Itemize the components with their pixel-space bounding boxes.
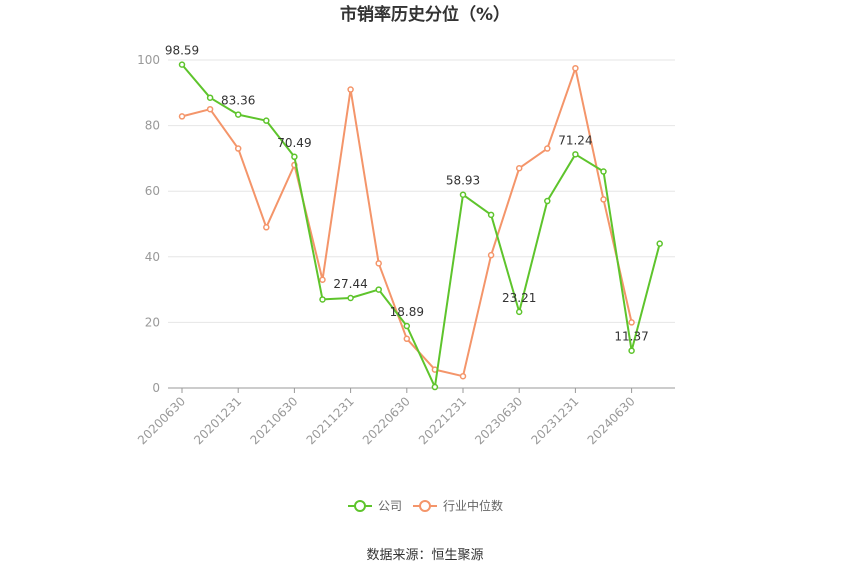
data-point-company[interactable]	[375, 286, 382, 293]
data-point-company[interactable]	[347, 294, 354, 302]
legend-industry-label: 行业中位数	[443, 498, 503, 513]
data-point-industry[interactable]	[487, 251, 495, 259]
legend-item-industry[interactable]: 行业中位数	[413, 498, 503, 513]
data-point-company[interactable]	[515, 308, 523, 316]
source-note: 数据来源：恒生聚源	[366, 548, 483, 563]
series-layer	[178, 61, 663, 391]
y-tick-label: 40	[145, 250, 160, 264]
y-tick-label: 20	[145, 315, 160, 329]
data-point-industry[interactable]	[347, 86, 354, 93]
legend: 公司 行业中位数	[348, 498, 503, 513]
data-point-industry[interactable]	[572, 64, 579, 72]
data-point-company[interactable]	[178, 61, 186, 68]
axis-layer: 0 20 40 60 80 100 20200630 20201231 20210630 2021…	[135, 53, 675, 447]
data-label-company: 27.44	[333, 277, 367, 291]
series-line-company	[181, 63, 661, 388]
data-point-industry[interactable]	[178, 113, 186, 120]
x-tick-label: 20231231	[528, 394, 581, 447]
data-label-company: 18.89	[390, 305, 424, 319]
y-tick-label: 100	[137, 53, 160, 67]
data-point-company[interactable]	[234, 111, 242, 118]
label-layer: 98.59 83.36 70.49 27.44 18.89 58.93 23.21 71.24…	[165, 44, 649, 344]
x-tick-label: 20201231	[191, 394, 244, 447]
x-tick-label: 20200630	[135, 394, 188, 447]
data-point-industry[interactable]	[600, 196, 607, 203]
data-label-company: 83.36	[221, 94, 255, 108]
data-point-company[interactable]	[403, 322, 411, 330]
x-tick-label: 20240630	[585, 394, 638, 447]
data-point-industry[interactable]	[234, 145, 242, 152]
legend-company-marker	[354, 500, 366, 512]
data-point-company[interactable]	[206, 94, 214, 101]
data-point-company[interactable]	[431, 383, 439, 391]
y-tick-label: 0	[152, 381, 160, 395]
x-tick-label: 20220630	[360, 394, 413, 447]
data-label-company: 98.59	[165, 44, 199, 58]
legend-industry-marker	[419, 500, 431, 512]
legend-item-company[interactable]: 公司	[348, 499, 402, 513]
data-label-company: 71.24	[558, 133, 592, 147]
data-point-industry[interactable]	[459, 372, 467, 380]
x-tick-label: 20230630	[472, 394, 525, 447]
data-point-company[interactable]	[291, 153, 298, 161]
legend-company-label: 公司	[378, 499, 402, 513]
x-tick-label: 20221231	[416, 394, 469, 447]
data-point-industry[interactable]	[628, 319, 635, 326]
y-tick-label: 80	[145, 119, 160, 133]
data-label-company: 11.37	[614, 330, 648, 344]
data-label-company: 70.49	[277, 136, 311, 150]
data-point-company[interactable]	[656, 240, 663, 247]
data-point-company[interactable]	[600, 168, 607, 175]
data-point-company[interactable]	[544, 197, 551, 205]
data-point-industry[interactable]	[544, 145, 551, 152]
x-tick-label: 20211231	[304, 394, 357, 447]
data-label-company: 58.93	[446, 174, 480, 188]
data-point-company[interactable]	[263, 117, 270, 124]
data-point-company[interactable]	[459, 191, 467, 198]
x-tick-label: 20210630	[247, 394, 300, 447]
chart-title: 市销率历史分位（%）	[340, 4, 510, 25]
y-tick-label: 60	[145, 184, 160, 198]
data-point-industry[interactable]	[319, 276, 326, 284]
data-point-industry[interactable]	[515, 164, 523, 172]
data-label-company: 23.21	[502, 291, 536, 305]
data-point-industry[interactable]	[206, 105, 214, 113]
series-line-industry	[181, 67, 633, 378]
data-point-company[interactable]	[319, 296, 326, 303]
data-point-industry[interactable]	[263, 224, 270, 231]
data-point-company[interactable]	[487, 211, 495, 219]
data-point-industry[interactable]	[375, 260, 382, 267]
data-point-industry[interactable]	[403, 335, 411, 343]
data-point-company[interactable]	[628, 347, 635, 354]
data-point-company[interactable]	[572, 151, 579, 158]
